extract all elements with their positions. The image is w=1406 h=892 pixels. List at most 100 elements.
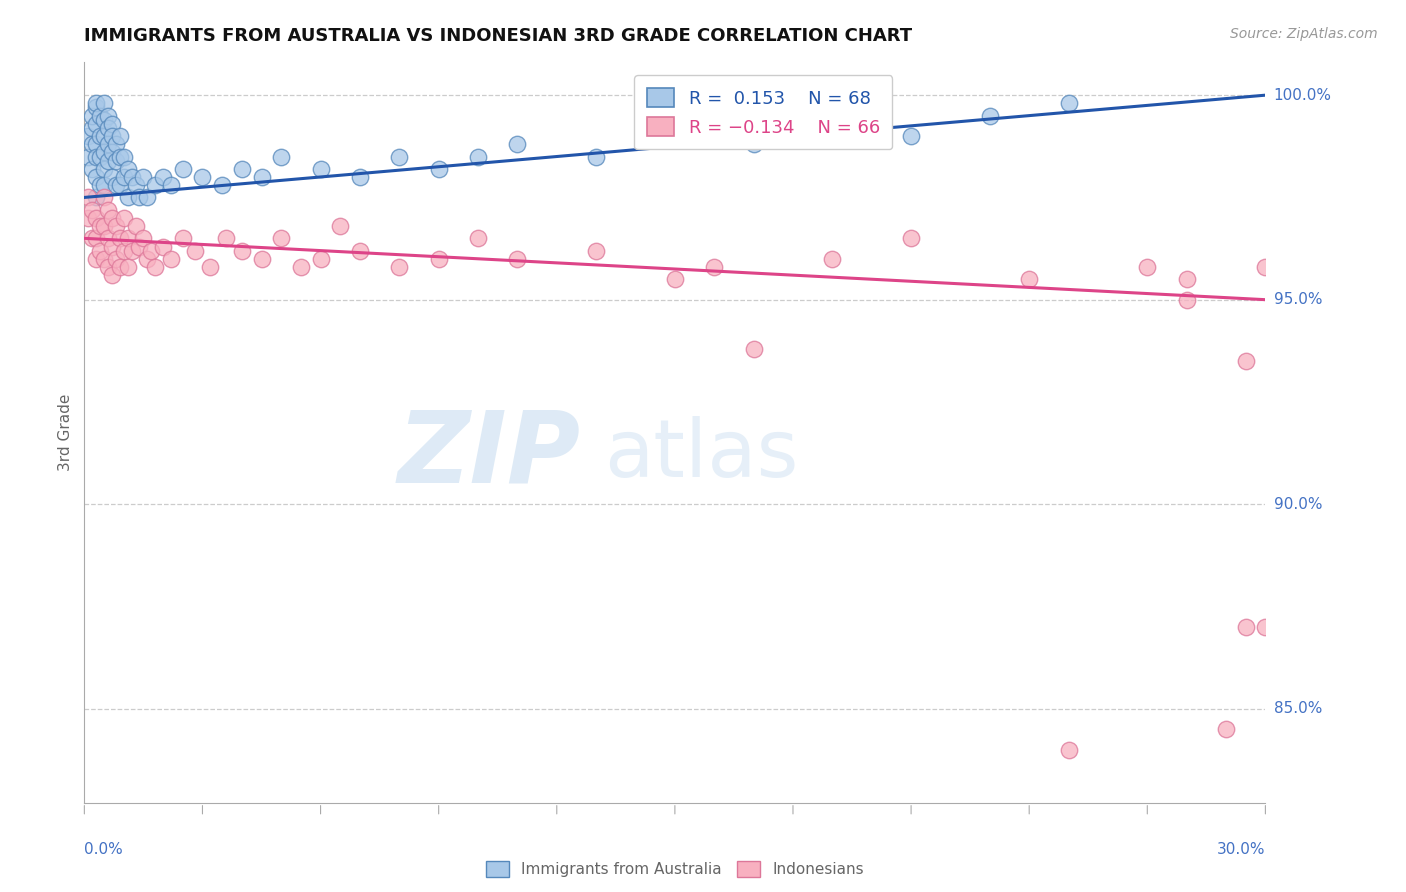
Point [84, 137, 107, 152]
Point [101, 169, 124, 184]
Point [89, 178, 111, 193]
Point [117, 231, 139, 245]
Point [388, 260, 411, 274]
Point [1018, 272, 1040, 286]
Point [128, 190, 150, 204]
Point [215, 231, 238, 245]
Point [117, 190, 139, 204]
Text: IMMIGRANTS FROM AUSTRALIA VS INDONESIAN 3RD GRADE CORRELATION CHART: IMMIGRANTS FROM AUSTRALIA VS INDONESIAN … [84, 27, 912, 45]
Point [664, 272, 686, 286]
Point [97, 153, 120, 168]
Point [141, 244, 163, 258]
Point [250, 169, 273, 184]
Point [132, 169, 155, 184]
Point [104, 252, 127, 266]
Point [1057, 742, 1080, 756]
Point [84, 252, 107, 266]
Text: 100.0%: 100.0% [1274, 87, 1331, 103]
Point [1057, 96, 1080, 111]
Point [191, 169, 214, 184]
Point [84, 149, 107, 163]
Point [101, 145, 124, 160]
Point [1175, 272, 1198, 286]
Point [97, 260, 120, 274]
Point [93, 219, 115, 233]
Point [664, 129, 686, 144]
Point [93, 190, 115, 204]
Point [349, 169, 371, 184]
Point [82, 137, 104, 152]
Point [388, 149, 411, 163]
Point [101, 211, 124, 225]
Point [160, 178, 183, 193]
Point [108, 129, 131, 144]
Point [231, 161, 253, 176]
Point [900, 231, 922, 245]
Point [742, 342, 765, 356]
Point [742, 137, 765, 152]
Point [93, 161, 115, 176]
Point [703, 260, 725, 274]
Point [329, 219, 352, 233]
Point [506, 137, 529, 152]
Point [104, 137, 127, 152]
Point [821, 120, 844, 135]
Point [183, 244, 205, 258]
Point [979, 109, 1001, 123]
Point [270, 231, 292, 245]
Point [121, 169, 143, 184]
Point [117, 260, 139, 274]
Y-axis label: 3rd Grade: 3rd Grade [58, 394, 73, 471]
Point [172, 231, 194, 245]
Point [112, 211, 135, 225]
Point [77, 211, 100, 225]
Text: 95.0%: 95.0% [1274, 293, 1322, 307]
Point [132, 231, 155, 245]
Point [1136, 260, 1159, 274]
Point [77, 129, 100, 144]
Point [84, 231, 107, 245]
Point [143, 260, 166, 274]
Point [506, 252, 529, 266]
Point [101, 268, 124, 282]
Point [108, 178, 131, 193]
Point [77, 149, 100, 163]
Point [128, 239, 150, 253]
Point [89, 244, 111, 258]
Point [101, 239, 124, 253]
Point [82, 202, 104, 217]
Point [200, 260, 222, 274]
Point [97, 202, 120, 217]
Point [82, 161, 104, 176]
Point [136, 190, 159, 204]
Point [93, 252, 115, 266]
Point [112, 149, 135, 163]
Point [1254, 260, 1277, 274]
Point [97, 137, 120, 152]
Text: Source: ZipAtlas.com: Source: ZipAtlas.com [1230, 27, 1378, 41]
Point [270, 149, 292, 163]
Point [152, 169, 174, 184]
Point [821, 252, 844, 266]
Point [211, 178, 233, 193]
Text: atlas: atlas [605, 416, 799, 494]
Point [309, 252, 332, 266]
Point [108, 260, 131, 274]
Point [467, 231, 489, 245]
Point [585, 149, 607, 163]
Point [112, 244, 135, 258]
Point [84, 211, 107, 225]
Text: 30.0%: 30.0% [1218, 842, 1265, 856]
Point [101, 129, 124, 144]
Point [84, 96, 107, 111]
Point [84, 190, 107, 204]
Point [136, 252, 159, 266]
Point [93, 145, 115, 160]
Point [290, 260, 312, 274]
Legend: Immigrants from Australia, Indonesians: Immigrants from Australia, Indonesians [479, 855, 870, 883]
Text: ZIP: ZIP [398, 407, 581, 503]
Point [112, 169, 135, 184]
Point [82, 109, 104, 123]
Point [1234, 620, 1257, 634]
Point [84, 169, 107, 184]
